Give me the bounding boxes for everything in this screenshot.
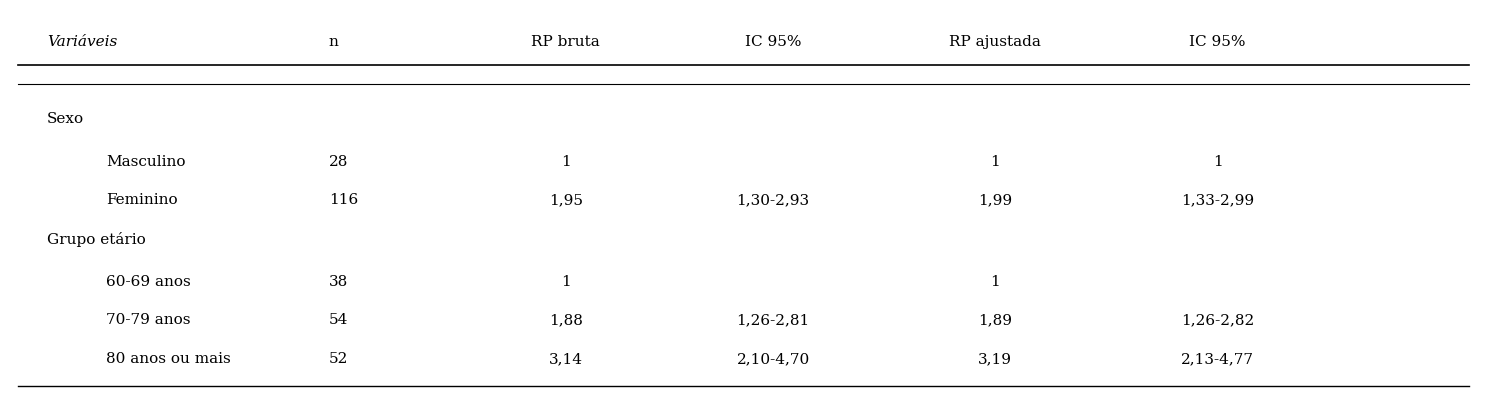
Text: IC 95%: IC 95%	[1190, 35, 1246, 49]
Text: 1: 1	[990, 275, 1001, 289]
Text: Variáveis: Variáveis	[48, 35, 117, 49]
Text: 52: 52	[329, 352, 348, 366]
Text: 1,33-2,99: 1,33-2,99	[1181, 193, 1254, 208]
Text: 70-79 anos: 70-79 anos	[107, 314, 190, 327]
Text: Feminino: Feminino	[107, 193, 178, 208]
Text: 1: 1	[990, 154, 1001, 169]
Text: 1,99: 1,99	[978, 193, 1013, 208]
Text: 1: 1	[561, 154, 571, 169]
Text: 1,95: 1,95	[549, 193, 583, 208]
Text: 54: 54	[329, 314, 348, 327]
Text: 2,10-4,70: 2,10-4,70	[736, 352, 810, 366]
Text: n: n	[329, 35, 339, 49]
Text: 60-69 anos: 60-69 anos	[107, 275, 192, 289]
Text: 80 anos ou mais: 80 anos ou mais	[107, 352, 232, 366]
Text: Sexo: Sexo	[48, 112, 85, 126]
Text: RP bruta: RP bruta	[531, 35, 601, 49]
Text: 1,26-2,82: 1,26-2,82	[1181, 314, 1254, 327]
Text: IC 95%: IC 95%	[745, 35, 801, 49]
Text: RP ajustada: RP ajustada	[949, 35, 1041, 49]
Text: 1,26-2,81: 1,26-2,81	[736, 314, 810, 327]
Text: 1,88: 1,88	[549, 314, 583, 327]
Text: 116: 116	[329, 193, 358, 208]
Text: 3,14: 3,14	[549, 352, 583, 366]
Text: Grupo etário: Grupo etário	[48, 231, 146, 247]
Text: 38: 38	[329, 275, 348, 289]
Text: 1,30-2,93: 1,30-2,93	[736, 193, 810, 208]
Text: Masculino: Masculino	[107, 154, 186, 169]
Text: 2,13-4,77: 2,13-4,77	[1181, 352, 1254, 366]
Text: 1: 1	[561, 275, 571, 289]
Text: 3,19: 3,19	[978, 352, 1013, 366]
Text: 1: 1	[1213, 154, 1222, 169]
Text: 28: 28	[329, 154, 348, 169]
Text: 1,89: 1,89	[978, 314, 1013, 327]
